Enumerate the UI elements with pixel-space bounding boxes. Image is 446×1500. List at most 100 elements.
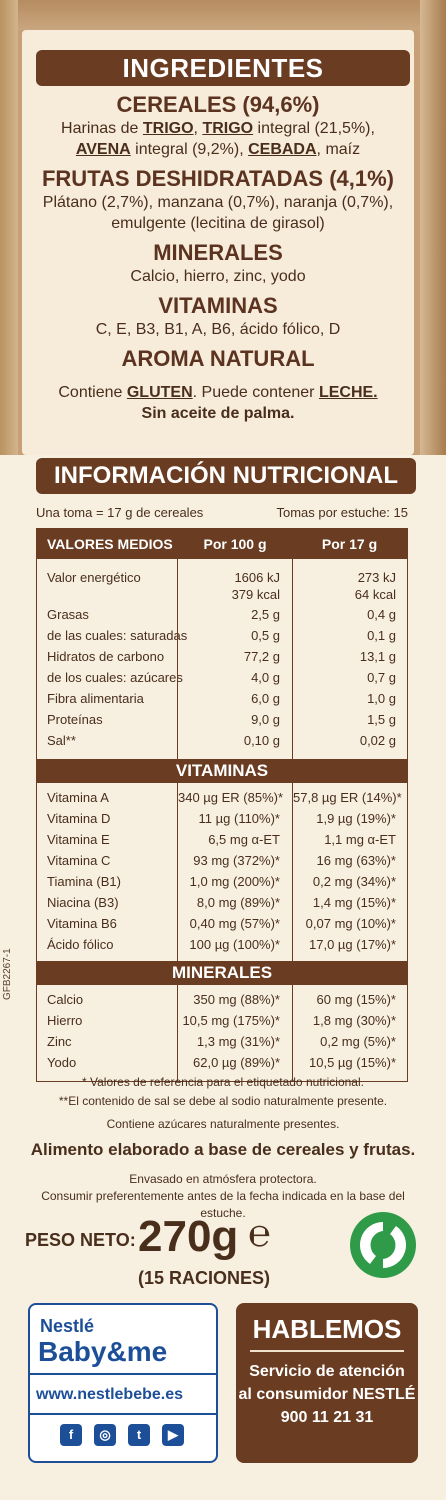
table-cell: 62,0 µg (89%)*	[193, 1055, 280, 1070]
product-code: GFB2267-1	[2, 948, 13, 1000]
text: . Puede contener	[192, 384, 319, 401]
twitter-icon[interactable]: t	[128, 1424, 150, 1446]
per-17g-column: 60 mg (15%)* 1,8 mg (30%)* 0,2 mg (5%)* …	[293, 985, 406, 1081]
table-cell: 1,0 mg (200%)*	[189, 874, 280, 889]
serving-info: Una toma = 17 g de cereales Tomas por es…	[36, 505, 408, 520]
header-valores: VALORES MEDIOS	[47, 536, 173, 552]
table-cell: 0,40 mg (57%)*	[189, 916, 280, 931]
cereales-line-1: Harinas de TRIGO, TRIGO integral (21,5%)…	[22, 118, 414, 139]
footnote-salt: **El contenido de sal se debe al sodio n…	[58, 1094, 388, 1108]
table-cell: 0,2 mg (5%)*	[320, 1034, 396, 1049]
per-100g-column: 350 mg (88%)* 10,5 mg (175%)* 1,3 mg (31…	[177, 985, 293, 1081]
header-per-17g: Por 17 g	[321, 536, 378, 552]
per-17g-column: 273 kJ 64 kcal 0,4 g 0,1 g 13,1 g 0,7 g 1…	[293, 559, 406, 759]
energy-kj: 1606 kJ	[234, 570, 280, 585]
table-cell: 6,0 g	[251, 691, 280, 706]
servings-count: (15 RACIONES)	[138, 1268, 271, 1288]
nutrition-table: VALORES MEDIOS Por 100 g Por 17 g Valor …	[36, 528, 408, 1082]
minerales-band: MINERALES	[37, 961, 407, 985]
footnotes: * Valores de referencia para el etiqueta…	[30, 1073, 416, 1134]
net-weight-label: PESO NETO:	[25, 1230, 136, 1250]
energy-kcal: 64 kcal	[354, 587, 396, 602]
table-cell: 100 µg (100%)*	[189, 937, 280, 952]
table-cell: 77,2 g	[243, 649, 280, 664]
aroma-heading: AROMA NATURAL	[121, 346, 315, 371]
table-cell: 10,5 µg (15%)*	[309, 1055, 396, 1070]
table-cell: 16 mg (63%)*	[316, 853, 396, 868]
packaging-atmosphere: Envasado en atmósfera protectora.	[129, 1172, 317, 1186]
allergen-gluten: GLUTEN	[126, 384, 193, 401]
net-weight-value: 270g	[138, 1212, 239, 1261]
table-cell: 6,5 mg α-ET	[208, 832, 280, 847]
contact-title: HABLEMOS	[252, 1314, 402, 1344]
table-row-label: Vitamina D	[47, 811, 111, 826]
brand-box	[28, 1303, 218, 1463]
allergen-avena: AVENA	[75, 141, 131, 158]
minerales-body: Calcio Hierro Zinc Yodo 350 mg (88%)* 10…	[37, 985, 407, 1081]
vitaminas-heading: VITAMINAS	[158, 293, 278, 318]
per-17g-column: 57,8 µg ER (14%)* 1,9 µg (19%)* 1,1 mg α…	[293, 783, 406, 961]
vitaminas-band: VITAMINAS	[37, 759, 407, 783]
table-cell: 0,7 g	[367, 670, 396, 685]
ingredients-body: CEREALES (94,6%) Harinas de TRIGO, TRIGO…	[22, 92, 414, 424]
cereales-line-2: AVENA integral (9,2%), CEBADA, maíz	[22, 139, 414, 160]
table-cell: 93 mg (372%)*	[193, 853, 280, 868]
table-cell: 1,9 µg (19%)*	[316, 811, 396, 826]
table-cell: 9,0 g	[251, 712, 280, 727]
table-cell: 1,5 g	[367, 712, 396, 727]
text: ,	[193, 120, 203, 137]
energy-kcal: 379 kcal	[231, 587, 280, 602]
table-row-label: Hierro	[47, 1013, 83, 1028]
allergen-statement: Contiene GLUTEN. Puede contener LECHE.	[22, 382, 414, 403]
vitaminas-text: C, E, B3, B1, A, B6, ácido fólico, D	[95, 321, 341, 338]
table-row-label: Valor energético	[47, 570, 141, 585]
table-cell: 11 µg (110%)*	[198, 811, 280, 826]
baby-and-me-logo: Baby&me	[38, 1336, 168, 1367]
table-row-label: Vitamina E	[47, 832, 110, 847]
facebook-icon[interactable]: f	[60, 1424, 82, 1446]
table-row-label: Ácido fólico	[47, 937, 114, 952]
serving-size: Una toma = 17 g de cereales	[36, 505, 204, 520]
table-cell: 1,4 mg (15%)*	[312, 895, 396, 910]
frutas-line-2: emulgente (lecitina de girasol)	[111, 215, 325, 232]
nestle-logo: Nestlé	[40, 1316, 95, 1336]
table-cell: 1,0 g	[367, 691, 396, 706]
divider	[28, 1413, 218, 1415]
table-cell: 1,1 mg α-ET	[324, 832, 396, 847]
contact-phone[interactable]: 900 11 21 31	[280, 1409, 374, 1426]
nutrition-title: INFORMACIÓN NUTRICIONAL	[36, 458, 416, 494]
table-cell: 4,0 g	[251, 670, 280, 685]
website-link[interactable]: www.nestlebebe.es	[36, 1386, 184, 1403]
servings-per-box: Tomas por estuche: 15	[276, 505, 408, 520]
youtube-icon[interactable]: ▶	[162, 1424, 184, 1446]
table-row-label: Vitamina C	[47, 853, 111, 868]
footnote-reference: * Valores de referencia para el etiqueta…	[82, 1075, 364, 1089]
packaging-info: Envasado en atmósfera protectora. Consum…	[20, 1171, 426, 1222]
contact-info: Servicio de atención al consumidor NESTL…	[236, 1360, 418, 1429]
divider	[28, 1373, 218, 1375]
minerales-heading: MINERALES	[153, 240, 283, 265]
frutas-line-1: Plátano (2,7%), manzana (0,7%), naranja …	[42, 194, 394, 211]
table-cell: 0,10 g	[243, 733, 280, 748]
table-row-label: Vitamina B6	[47, 916, 117, 931]
label-column: Calcio Hierro Zinc Yodo	[37, 985, 177, 1081]
instagram-icon[interactable]: ◎	[94, 1424, 116, 1446]
table-cell: 1,8 mg (30%)*	[312, 1013, 396, 1028]
box-right-edge	[420, 0, 446, 460]
footnote-sugars: Contiene azúcares naturalmente presentes…	[106, 1117, 340, 1131]
text: integral (21,5%),	[253, 120, 375, 137]
energy-17g: 273 kJ 64 kcal	[293, 567, 396, 604]
table-cell: 340 µg ER (85%)*	[178, 790, 284, 805]
box-left-edge	[0, 0, 18, 460]
divider	[250, 1350, 404, 1352]
table-body: Valor energético Grasas de las cuales: s…	[37, 559, 407, 759]
table-row-label: Calcio	[47, 992, 84, 1007]
vitaminas-body: Vitamina A Vitamina D Vitamina E Vitamin…	[37, 783, 407, 961]
allergen-cebada: CEBADA	[248, 141, 317, 158]
table-cell: 0,02 g	[359, 733, 396, 748]
green-dot-arrows-icon	[359, 1222, 407, 1268]
energy-kj: 273 kJ	[357, 570, 396, 585]
table-cell: 0,4 g	[367, 607, 396, 622]
table-header: VALORES MEDIOS Por 100 g Por 17 g	[37, 529, 407, 559]
table-cell: 2,5 g	[251, 607, 280, 622]
